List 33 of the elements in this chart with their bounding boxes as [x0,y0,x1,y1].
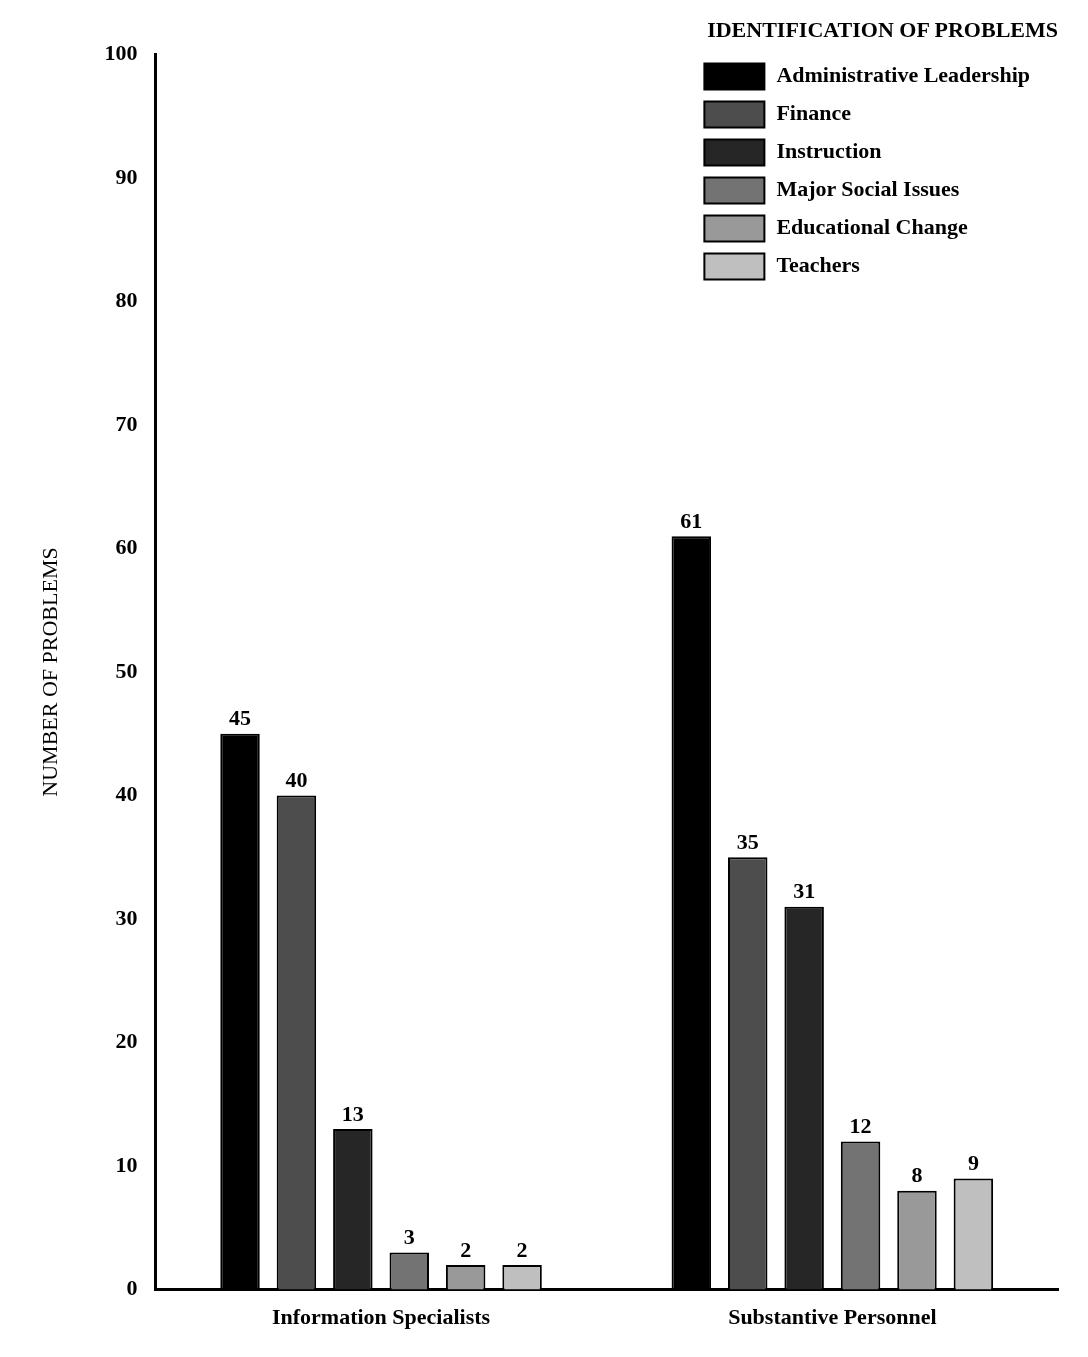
legend-label: Finance [776,100,852,126]
legend-label: Instruction [776,138,882,164]
y-tick-label: 40 [115,781,138,807]
data-label: 45 [229,705,252,731]
data-label: 2 [516,1236,528,1262]
legend-label: Teachers [776,252,861,278]
data-label: 12 [849,1113,872,1139]
y-tick-label: 10 [115,1151,138,1177]
data-label: 2 [460,1236,472,1262]
x-tick-label: Substantive Personnel [728,1304,937,1330]
y-tick-label: 100 [104,40,138,66]
y-tick-label: 70 [115,410,138,436]
y-axis-title: NUMBER OF PROBLEMS [36,547,62,797]
y-tick-label: 20 [115,1028,138,1054]
data-label: 61 [680,507,703,533]
data-label: 31 [793,878,816,904]
data-label: 3 [403,1224,415,1250]
y-tick-label: 60 [115,534,138,560]
y-tick-label: 90 [115,163,138,189]
x-tick-label: Information Specialists [271,1304,491,1330]
data-label: 13 [341,1100,364,1126]
chart-title: IDENTIFICATION OF PROBLEMS [707,16,1058,42]
data-label: 8 [911,1162,923,1188]
data-label: 40 [285,767,308,793]
data-label: 9 [967,1150,979,1176]
legend-label: Educational Change [776,214,968,240]
y-tick-label: 0 [126,1275,138,1301]
data-label: 35 [736,828,759,854]
y-tick-label: 80 [115,287,138,313]
y-tick-label: 30 [115,904,138,930]
y-tick-label: 50 [115,657,138,683]
legend-label: Administrative Leadership [776,62,1031,88]
legend-label: Major Social Issues [776,176,960,202]
